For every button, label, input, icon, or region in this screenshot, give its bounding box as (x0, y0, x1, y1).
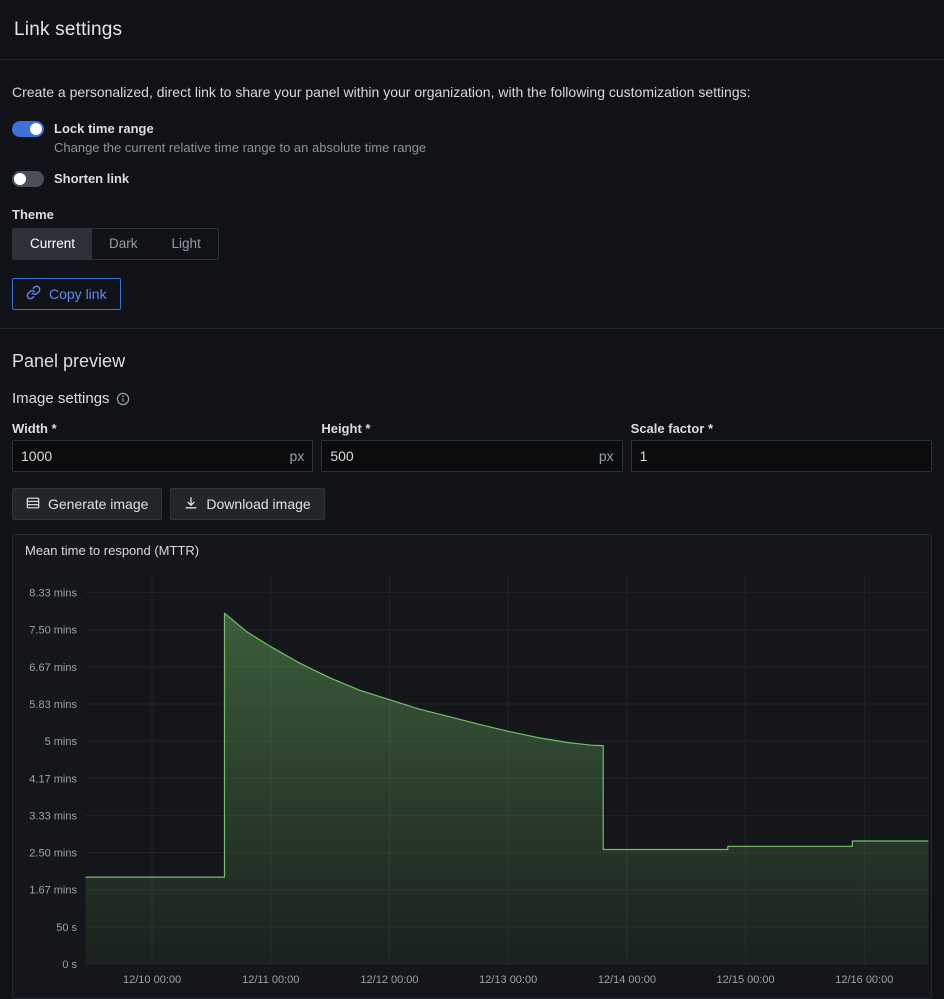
theme-option-dark[interactable]: Dark (109, 236, 138, 251)
theme-label: Theme (12, 207, 54, 222)
svg-text:3.33 mins: 3.33 mins (29, 810, 77, 822)
table-icon (26, 496, 40, 513)
scale-factor-field-label: Scale factor * (630, 421, 714, 436)
download-image-button[interactable]: Download image (170, 488, 325, 520)
svg-text:12/14 00:00: 12/14 00:00 (598, 974, 656, 986)
svg-text:0 s: 0 s (62, 959, 77, 971)
width-field-group: Width * px (12, 421, 314, 472)
lock-time-range-description: Change the current relative time range t… (54, 140, 427, 155)
scale-factor-input[interactable] (630, 440, 932, 472)
shorten-link-row: Shorten link (12, 170, 932, 187)
toggle-knob (14, 173, 26, 185)
svg-text:4.17 mins: 4.17 mins (29, 773, 77, 785)
svg-text:1.67 mins: 1.67 mins (29, 885, 77, 897)
lock-time-range-toggle[interactable] (12, 121, 44, 137)
svg-text:12/16 00:00: 12/16 00:00 (835, 974, 893, 986)
lock-time-range-label: Lock time range (54, 121, 154, 136)
svg-text:12/12 00:00: 12/12 00:00 (360, 974, 418, 986)
svg-text:12/11 00:00: 12/11 00:00 (242, 974, 299, 986)
panel-preview-title: Panel preview (12, 351, 126, 371)
svg-text:12/15 00:00: 12/15 00:00 (717, 974, 775, 986)
svg-text:5.83 mins: 5.83 mins (29, 699, 77, 711)
shorten-link-toggle[interactable] (12, 171, 44, 187)
theme-option-light[interactable]: Light (171, 236, 201, 251)
image-settings-title-row: Image settings (12, 390, 932, 407)
panel-preview-card: Mean time to respond (MTTR) 0 s 50 s 1.67 … (12, 534, 932, 999)
image-settings-title: Image settings (12, 390, 110, 407)
drawer-header: Link settings (0, 0, 944, 60)
copy-link-label: Copy link (49, 286, 107, 302)
theme-option-current[interactable]: Current (13, 229, 93, 259)
svg-text:50 s: 50 s (56, 922, 77, 934)
link-icon (26, 285, 41, 303)
section-divider (0, 328, 944, 329)
scale-factor-field-group: Scale factor * (630, 421, 932, 472)
svg-text:6.67 mins: 6.67 mins (29, 662, 77, 674)
height-field-label: Height * (321, 421, 371, 436)
image-settings-fields: Width * px Height * px Scale factor * (12, 421, 932, 472)
width-input[interactable] (12, 440, 314, 472)
intro-text: Create a personalized, direct link to sh… (12, 84, 751, 100)
copy-link-button[interactable]: Copy link (12, 278, 121, 310)
shorten-link-label: Shorten link (54, 171, 130, 186)
svg-text:8.33 mins: 8.33 mins (29, 588, 77, 600)
svg-text:12/13 00:00: 12/13 00:00 (479, 974, 537, 986)
generate-image-label: Generate image (48, 496, 149, 512)
mttr-area-chart: 0 s 50 s 1.67 mins 2.50 mins 3.33 mins 4.17 m… (29, 574, 929, 986)
svg-text:7.50 mins: 7.50 mins (29, 625, 77, 637)
lock-time-range-row: Lock time range Change the current relat… (12, 120, 932, 156)
svg-text:2.50 mins: 2.50 mins (29, 848, 77, 860)
generate-image-button[interactable]: Generate image (12, 488, 163, 520)
toggle-knob (30, 123, 42, 135)
download-icon (184, 496, 198, 513)
svg-text:12/10 00:00: 12/10 00:00 (123, 974, 181, 986)
download-image-label: Download image (206, 496, 311, 512)
info-icon[interactable] (116, 392, 130, 406)
width-field-label: Width * (12, 421, 57, 436)
chart-title: Mean time to respond (MTTR) (25, 543, 200, 558)
link-settings-content: Create a personalized, direct link to sh… (0, 82, 944, 999)
height-field-group: Height * px (321, 421, 623, 472)
height-input[interactable] (321, 440, 623, 472)
image-actions: Generate image Download image (12, 488, 932, 520)
svg-text:5 mins: 5 mins (45, 736, 78, 748)
theme-radio-group: Current Dark Light (12, 228, 219, 260)
page-title: Link settings (14, 18, 123, 40)
